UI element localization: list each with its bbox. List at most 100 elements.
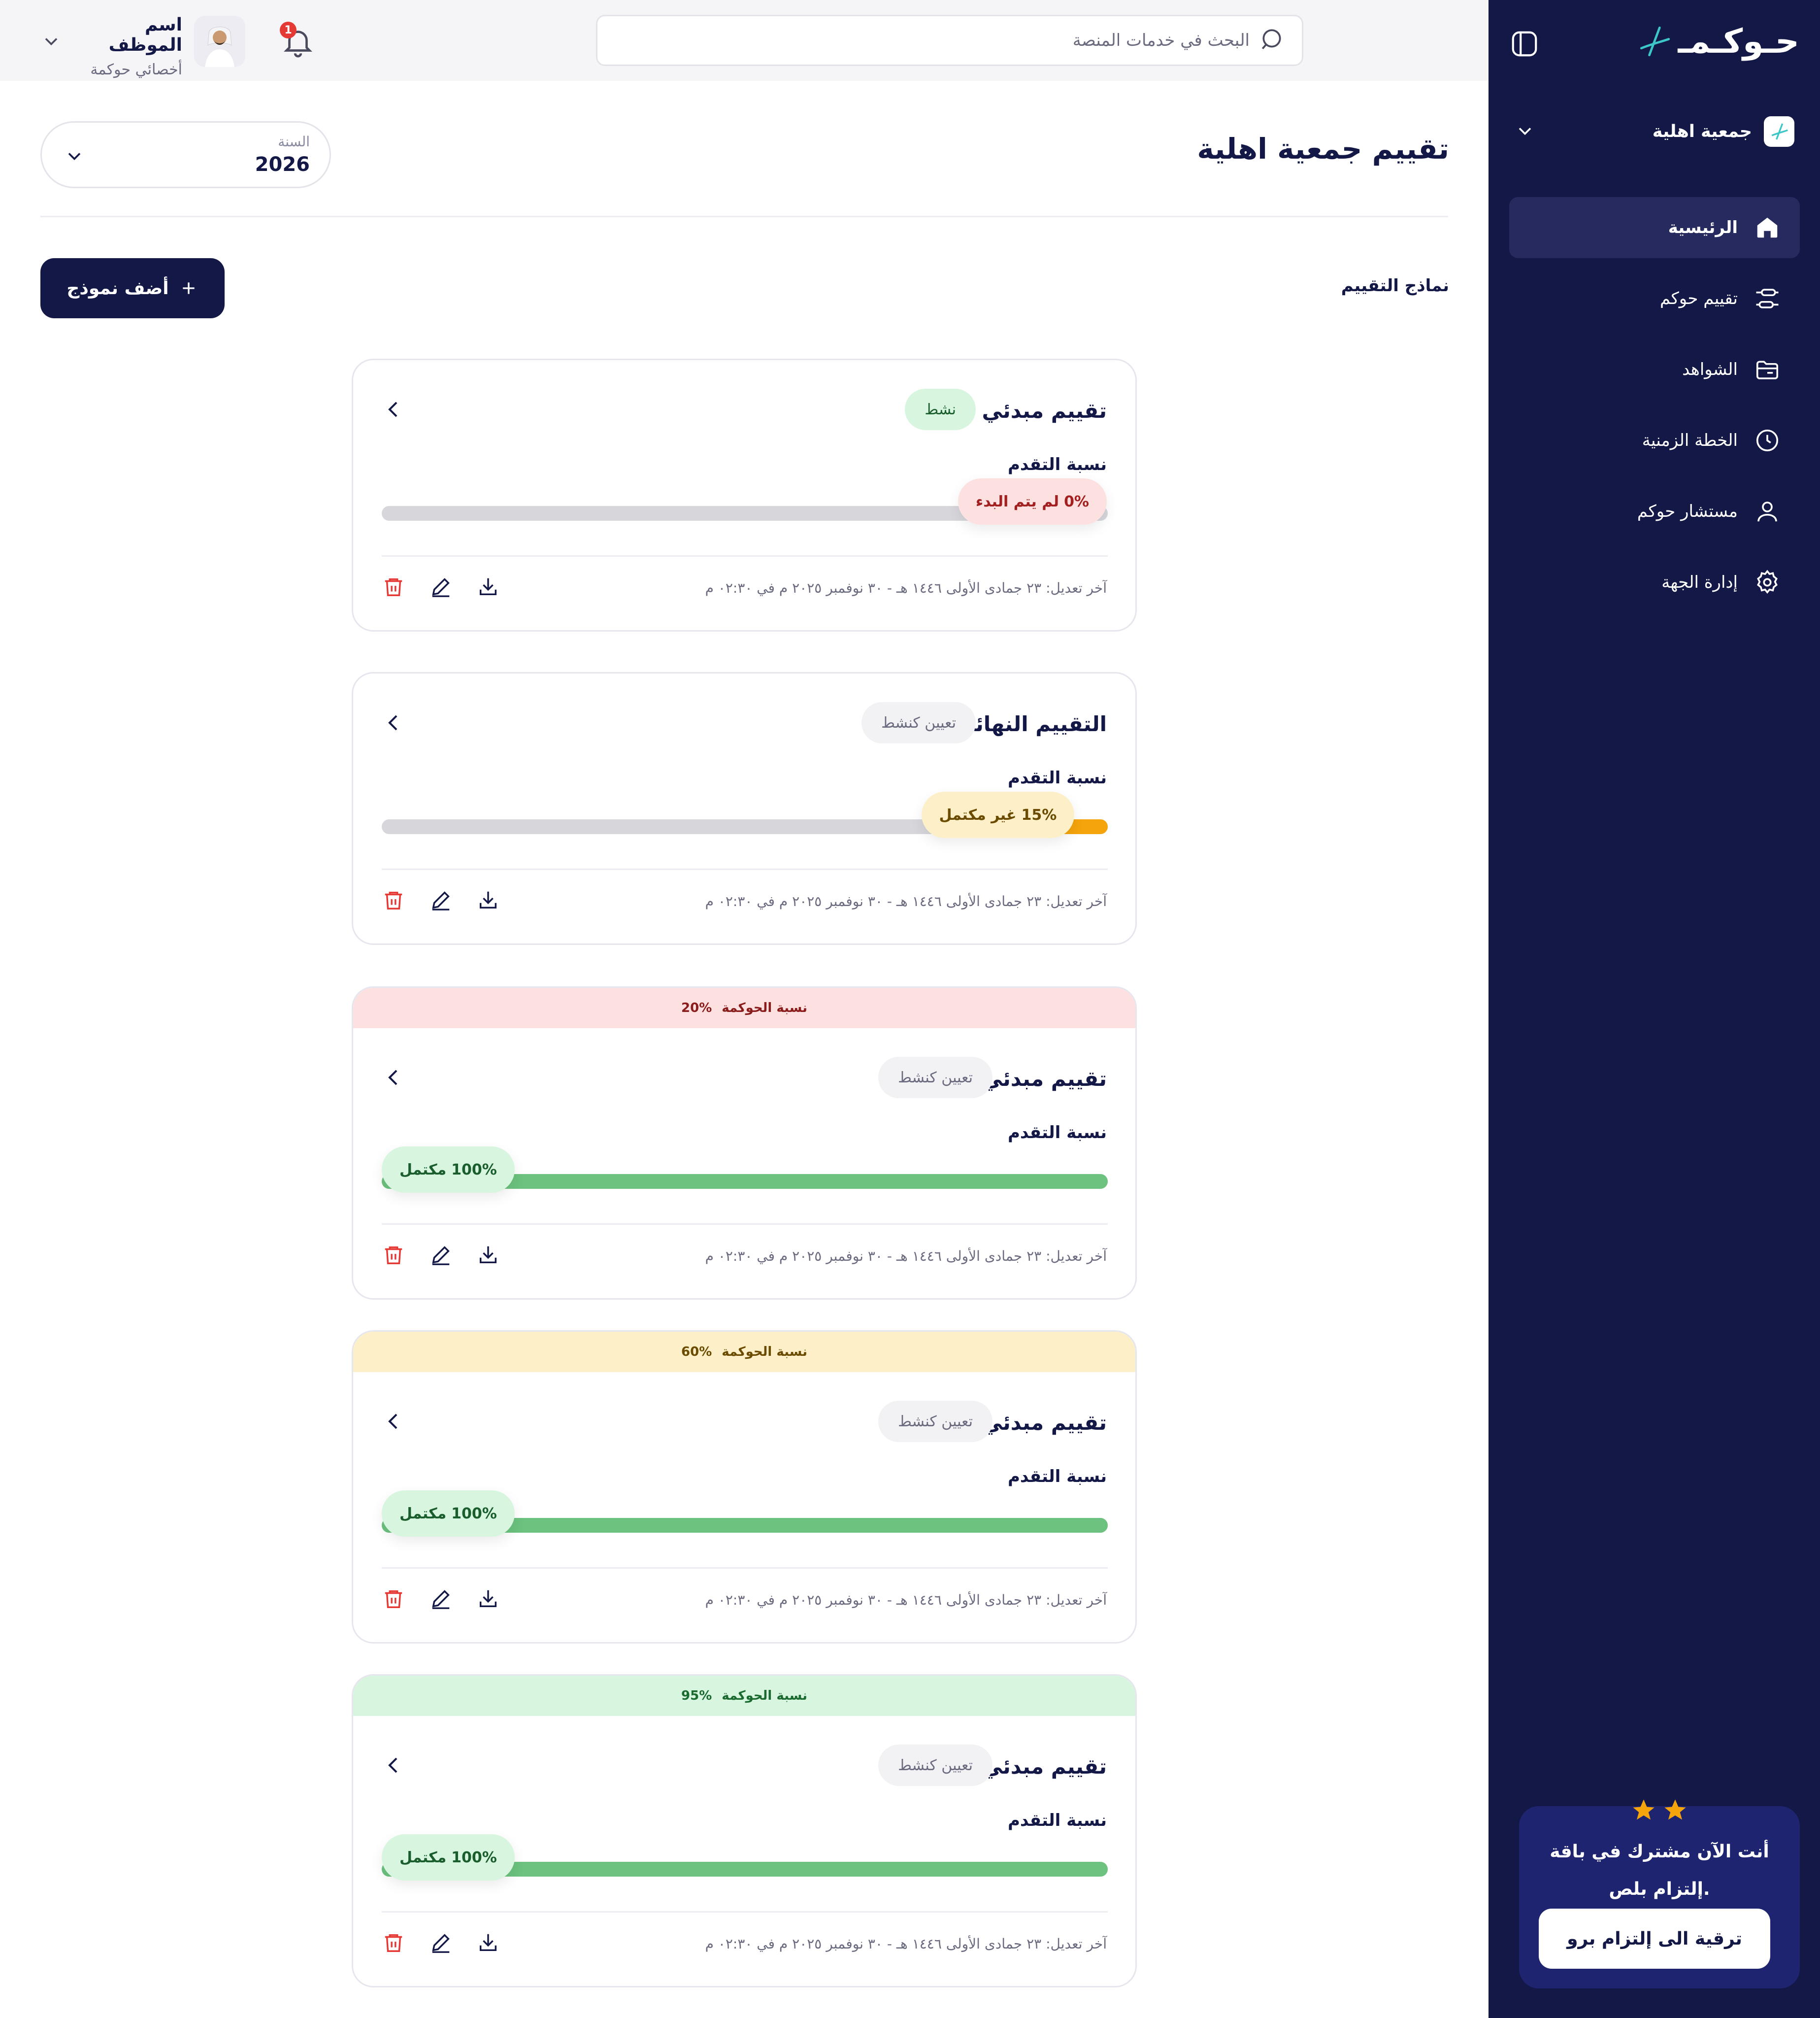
progress-badge: 0% لم يتم البدء [958, 478, 1107, 525]
card-actions [382, 1931, 500, 1954]
last-modified: آخر تعديل: ٢٣ جمادى الأولى ١٤٤٦ هـ - ٣٠ … [705, 1248, 1107, 1264]
progress-percent: 0% [1064, 493, 1089, 510]
last-modified: آخر تعديل: ٢٣ جمادى الأولى ١٤٤٦ هـ - ٣٠ … [705, 580, 1107, 596]
assessment-card[interactable]: نسبة الحوكمة 60% تقييم مبدئي تعيين كنشط … [352, 1330, 1137, 1644]
delete-icon[interactable] [382, 575, 405, 599]
governance-value: 95% [681, 1688, 712, 1703]
set-active-button[interactable]: تعيين كنشط [878, 1401, 993, 1442]
assessment-card[interactable]: نسبة الحوكمة 95% تقييم مبدئي تعيين كنشط … [352, 1674, 1137, 1987]
sidebar-item-timeline[interactable]: الخطة الزمنية [1509, 410, 1800, 471]
governance-banner: نسبة الحوكمة 60% [353, 1332, 1135, 1372]
star-icon [1664, 1799, 1686, 1820]
header-divider [40, 216, 1448, 217]
user-role: أخصائي حوكمة [90, 61, 182, 78]
assessment-card[interactable]: تقييم مبدئي 2 نشط نسبة التقدم 0% لم يتم … [352, 359, 1137, 632]
chevron-left-icon[interactable] [382, 1753, 405, 1777]
set-active-button[interactable]: تعيين كنشط [878, 1745, 993, 1786]
sidebar-item-label: الشواهد [1682, 360, 1738, 379]
progress-percent: 100% [451, 1505, 497, 1522]
notifications-button[interactable]: 1 [280, 22, 315, 59]
progress-state: مكتمل [399, 1161, 447, 1178]
gear-icon [1753, 568, 1782, 597]
section-label: نماذج التقييم [1341, 276, 1449, 296]
user-icon [1753, 497, 1782, 526]
plus-icon [182, 282, 195, 294]
download-icon[interactable] [476, 888, 500, 912]
progress-percent: 15% [1021, 806, 1057, 824]
chevron-left-icon[interactable] [382, 1410, 405, 1433]
edit-icon[interactable] [429, 1587, 453, 1611]
card-body: تقييم مبدئي تعيين كنشط نسبة التقدم 100% … [353, 1372, 1135, 1642]
user-avatar-image [194, 16, 245, 67]
chevron-down-icon [64, 145, 85, 167]
progress-badge: 100% مكتمل [382, 1146, 515, 1193]
avatar[interactable] [194, 16, 245, 67]
user-info[interactable]: اسم الموظف أخصائي حوكمة [79, 15, 182, 78]
card-divider [382, 869, 1108, 870]
edit-icon[interactable] [429, 1243, 453, 1267]
download-icon[interactable] [476, 1243, 500, 1267]
assessment-card[interactable]: التقييم النهائي تعيين كنشط نسبة التقدم 1… [352, 672, 1137, 945]
sidebar-item-home[interactable]: الرئيسية [1509, 197, 1800, 258]
set-active-button[interactable]: تعيين كنشط [878, 1057, 993, 1098]
org-chevron-down-icon[interactable] [1514, 120, 1536, 142]
card-body: تقييم مبدئي تعيين كنشط نسبة التقدم 100% … [353, 1716, 1135, 1986]
folder-icon [1753, 355, 1782, 384]
edit-icon[interactable] [429, 888, 453, 912]
sidebar-toggle-icon[interactable] [1509, 29, 1540, 59]
card-actions [382, 1243, 500, 1267]
governance-value: 20% [681, 1001, 712, 1015]
status-pill[interactable]: نشط [905, 389, 976, 430]
chevron-left-icon[interactable] [382, 711, 405, 735]
add-form-button[interactable]: أضف نموذج [40, 258, 225, 318]
promo-stars [1519, 1797, 1800, 1823]
sidebar-item-evidence[interactable]: الشواهد [1509, 339, 1800, 400]
progress-label: نسبة التقدم [1007, 1811, 1107, 1830]
progress-label: نسبة التقدم [1007, 768, 1107, 788]
edit-icon[interactable] [429, 575, 453, 599]
user-menu-chevron-down-icon[interactable] [40, 31, 62, 52]
governance-banner: نسبة الحوكمة 20% [353, 988, 1135, 1028]
topbar: 1 اسم الموظف أخصائي حوكمة [0, 0, 1489, 81]
download-icon[interactable] [476, 1931, 500, 1954]
chevron-left-icon[interactable] [382, 1066, 405, 1089]
sidebar-item-advisor[interactable]: مستشار حوكم [1509, 481, 1800, 542]
delete-icon[interactable] [382, 1243, 405, 1267]
governance-label: نسبة الحوكمة [722, 1688, 807, 1703]
card-title: التقييم النهائي [955, 712, 1107, 736]
progress-label: نسبة التقدم [1007, 1123, 1107, 1143]
search-icon [1259, 27, 1284, 54]
sidebar-item-assessment[interactable]: تقييم حوكم [1509, 268, 1800, 329]
search-bar[interactable] [596, 15, 1303, 66]
download-icon[interactable] [476, 575, 500, 599]
governance-label: نسبة الحوكمة [722, 1001, 807, 1015]
delete-icon[interactable] [382, 888, 405, 912]
card-actions [382, 575, 500, 599]
edit-icon[interactable] [429, 1931, 453, 1954]
download-icon[interactable] [476, 1587, 500, 1611]
sidebar-item-entity-management[interactable]: إدارة الجهة [1509, 552, 1800, 613]
chevron-left-icon[interactable] [382, 398, 405, 421]
card-divider [382, 555, 1108, 557]
year-select[interactable]: السنة 2026 [40, 121, 331, 188]
delete-icon[interactable] [382, 1931, 405, 1954]
org-switcher[interactable]: جمعية اهلية [1653, 114, 1794, 149]
progress-state: مكتمل [399, 1849, 447, 1866]
progress-state: غير مكتمل [939, 806, 1017, 824]
promo-line-1: أنت الآن مشترك في باقة [1550, 1842, 1769, 1862]
assessment-card[interactable]: نسبة الحوكمة 20% تقييم مبدئي تعيين كنشط … [352, 986, 1137, 1300]
card-body: تقييم مبدئي 2 نشط نسبة التقدم 0% لم يتم … [353, 360, 1135, 630]
last-modified: آخر تعديل: ٢٣ جمادى الأولى ١٤٤٦ هـ - ٣٠ … [705, 1936, 1107, 1952]
set-active-button[interactable]: تعيين كنشط [861, 702, 976, 743]
home-icon [1753, 213, 1782, 242]
sidebar-item-label: إدارة الجهة [1661, 572, 1738, 592]
progress-label: نسبة التقدم [1007, 455, 1107, 474]
card-body: تقييم مبدئي تعيين كنشط نسبة التقدم 100% … [353, 1028, 1135, 1298]
delete-icon[interactable] [382, 1587, 405, 1611]
last-modified: آخر تعديل: ٢٣ جمادى الأولى ١٤٤٦ هـ - ٣٠ … [705, 1592, 1107, 1608]
search-input[interactable] [615, 31, 1250, 50]
card-actions [382, 1587, 500, 1611]
upgrade-button[interactable]: ترقية الى إلتزام برو [1539, 1909, 1770, 1969]
page-title: تقييم جمعية اهلية [1197, 132, 1449, 166]
governance-label: نسبة الحوكمة [722, 1345, 807, 1359]
